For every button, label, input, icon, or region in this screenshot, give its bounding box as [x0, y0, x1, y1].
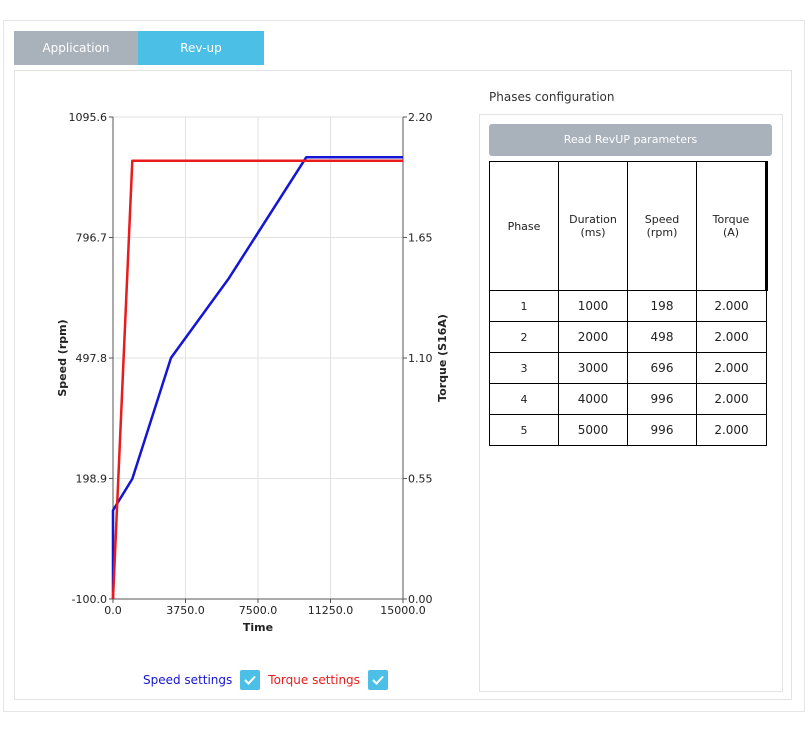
cell-duration[interactable]: 5000: [558, 414, 628, 446]
header-duration: Duration (ms): [558, 161, 628, 291]
cell-speed[interactable]: 498: [627, 321, 697, 353]
revup-chart: 0.0 3750.0 7500.0 11250.0 15000.0 -100.0 198.9…: [56, 111, 449, 634]
header-speed-unit: (rpm): [646, 226, 678, 239]
cell-duration[interactable]: 1000: [558, 290, 628, 322]
header-speed: Speed (rpm): [627, 161, 697, 291]
table-header-row: Phase Duration (ms) Speed (rpm) Torque (A): [489, 161, 768, 291]
speed-settings-checkbox[interactable]: [240, 670, 261, 690]
phases-configuration-title: Phases configuration: [489, 90, 615, 104]
torque-settings-label: Torque settings: [268, 673, 360, 687]
cell-duration[interactable]: 4000: [558, 383, 628, 415]
cell-phase: 5: [489, 414, 559, 446]
header-speed-label: Speed: [644, 213, 680, 226]
x-tick-label: 3750.0: [166, 604, 205, 617]
speed-series-line: [111, 155, 403, 599]
y-right-tick-label: 0.55: [408, 473, 433, 486]
read-revup-parameters-button[interactable]: Read RevUP parameters: [489, 124, 772, 156]
tab-rev-up[interactable]: Rev-up: [138, 31, 264, 65]
cell-torque[interactable]: 2.000: [696, 321, 767, 353]
header-torque: Torque (A): [696, 161, 768, 291]
y-left-tick-label: 198.9: [76, 473, 108, 486]
y-right-tick-label: 1.10: [408, 352, 433, 365]
cell-phase: 1: [489, 290, 559, 322]
table-row: 3 3000 696 2.000: [489, 352, 767, 384]
cell-duration[interactable]: 2000: [558, 321, 628, 353]
y-left-tick-label: -100.0: [72, 593, 107, 606]
cell-speed[interactable]: 696: [627, 352, 697, 384]
cell-speed[interactable]: 198: [627, 290, 697, 322]
tab-application[interactable]: Application: [14, 31, 138, 65]
cell-torque[interactable]: 2.000: [696, 290, 767, 322]
tab-bar: Application Rev-up: [14, 31, 264, 65]
cell-torque[interactable]: 2.000: [696, 352, 767, 384]
cell-speed[interactable]: 996: [627, 383, 697, 415]
header-duration-unit: (ms): [580, 226, 606, 239]
checkmark-icon: [244, 675, 257, 685]
header-phase-label: Phase: [507, 219, 541, 233]
table-row: 4 4000 996 2.000: [489, 383, 767, 415]
header-phase: Phase: [489, 161, 559, 291]
cell-torque[interactable]: 2.000: [696, 414, 767, 446]
y-right-tick-label: 0.00: [408, 593, 433, 606]
cell-duration[interactable]: 3000: [558, 352, 628, 384]
y-left-tick-label: 497.8: [76, 352, 108, 365]
y-right-axis-title: Torque (S16A): [436, 314, 449, 402]
header-torque-unit: (A): [722, 226, 740, 239]
cell-phase: 2: [489, 321, 559, 353]
speed-settings-label: Speed settings: [143, 673, 233, 687]
table-row: 5 5000 996 2.000: [489, 414, 767, 446]
x-tick-label: 0.0: [104, 604, 122, 617]
table-row: 2 2000 498 2.000: [489, 321, 767, 353]
x-tick-label: 7500.0: [239, 604, 278, 617]
y-left-axis-title: Speed (rpm): [56, 319, 69, 396]
header-torque-label: Torque: [712, 213, 750, 226]
x-tick-label: 11250.0: [308, 604, 354, 617]
table-row: 1 1000 198 2.000: [489, 290, 767, 322]
y-right-tick-label: 2.20: [408, 111, 433, 124]
torque-settings-checkbox[interactable]: [367, 670, 388, 690]
torque-series-line: [111, 159, 403, 600]
cell-phase: 4: [489, 383, 559, 415]
chart-legend: Speed settings Torque settings: [143, 670, 396, 690]
checkmark-icon: [372, 675, 384, 685]
x-tick-label: 15000.0: [380, 604, 426, 617]
cell-torque[interactable]: 2.000: [696, 383, 767, 415]
y-right-tick-label: 1.65: [408, 232, 433, 245]
cell-phase: 3: [489, 352, 559, 384]
cell-speed[interactable]: 996: [627, 414, 697, 446]
header-duration-label: Duration: [569, 213, 617, 226]
y-left-tick-label: 1095.6: [69, 111, 108, 124]
x-axis-title: Time: [243, 621, 273, 634]
y-left-tick-label: 796.7: [76, 232, 108, 245]
phases-table: Phase Duration (ms) Speed (rpm) Torque (A) …: [489, 161, 768, 446]
